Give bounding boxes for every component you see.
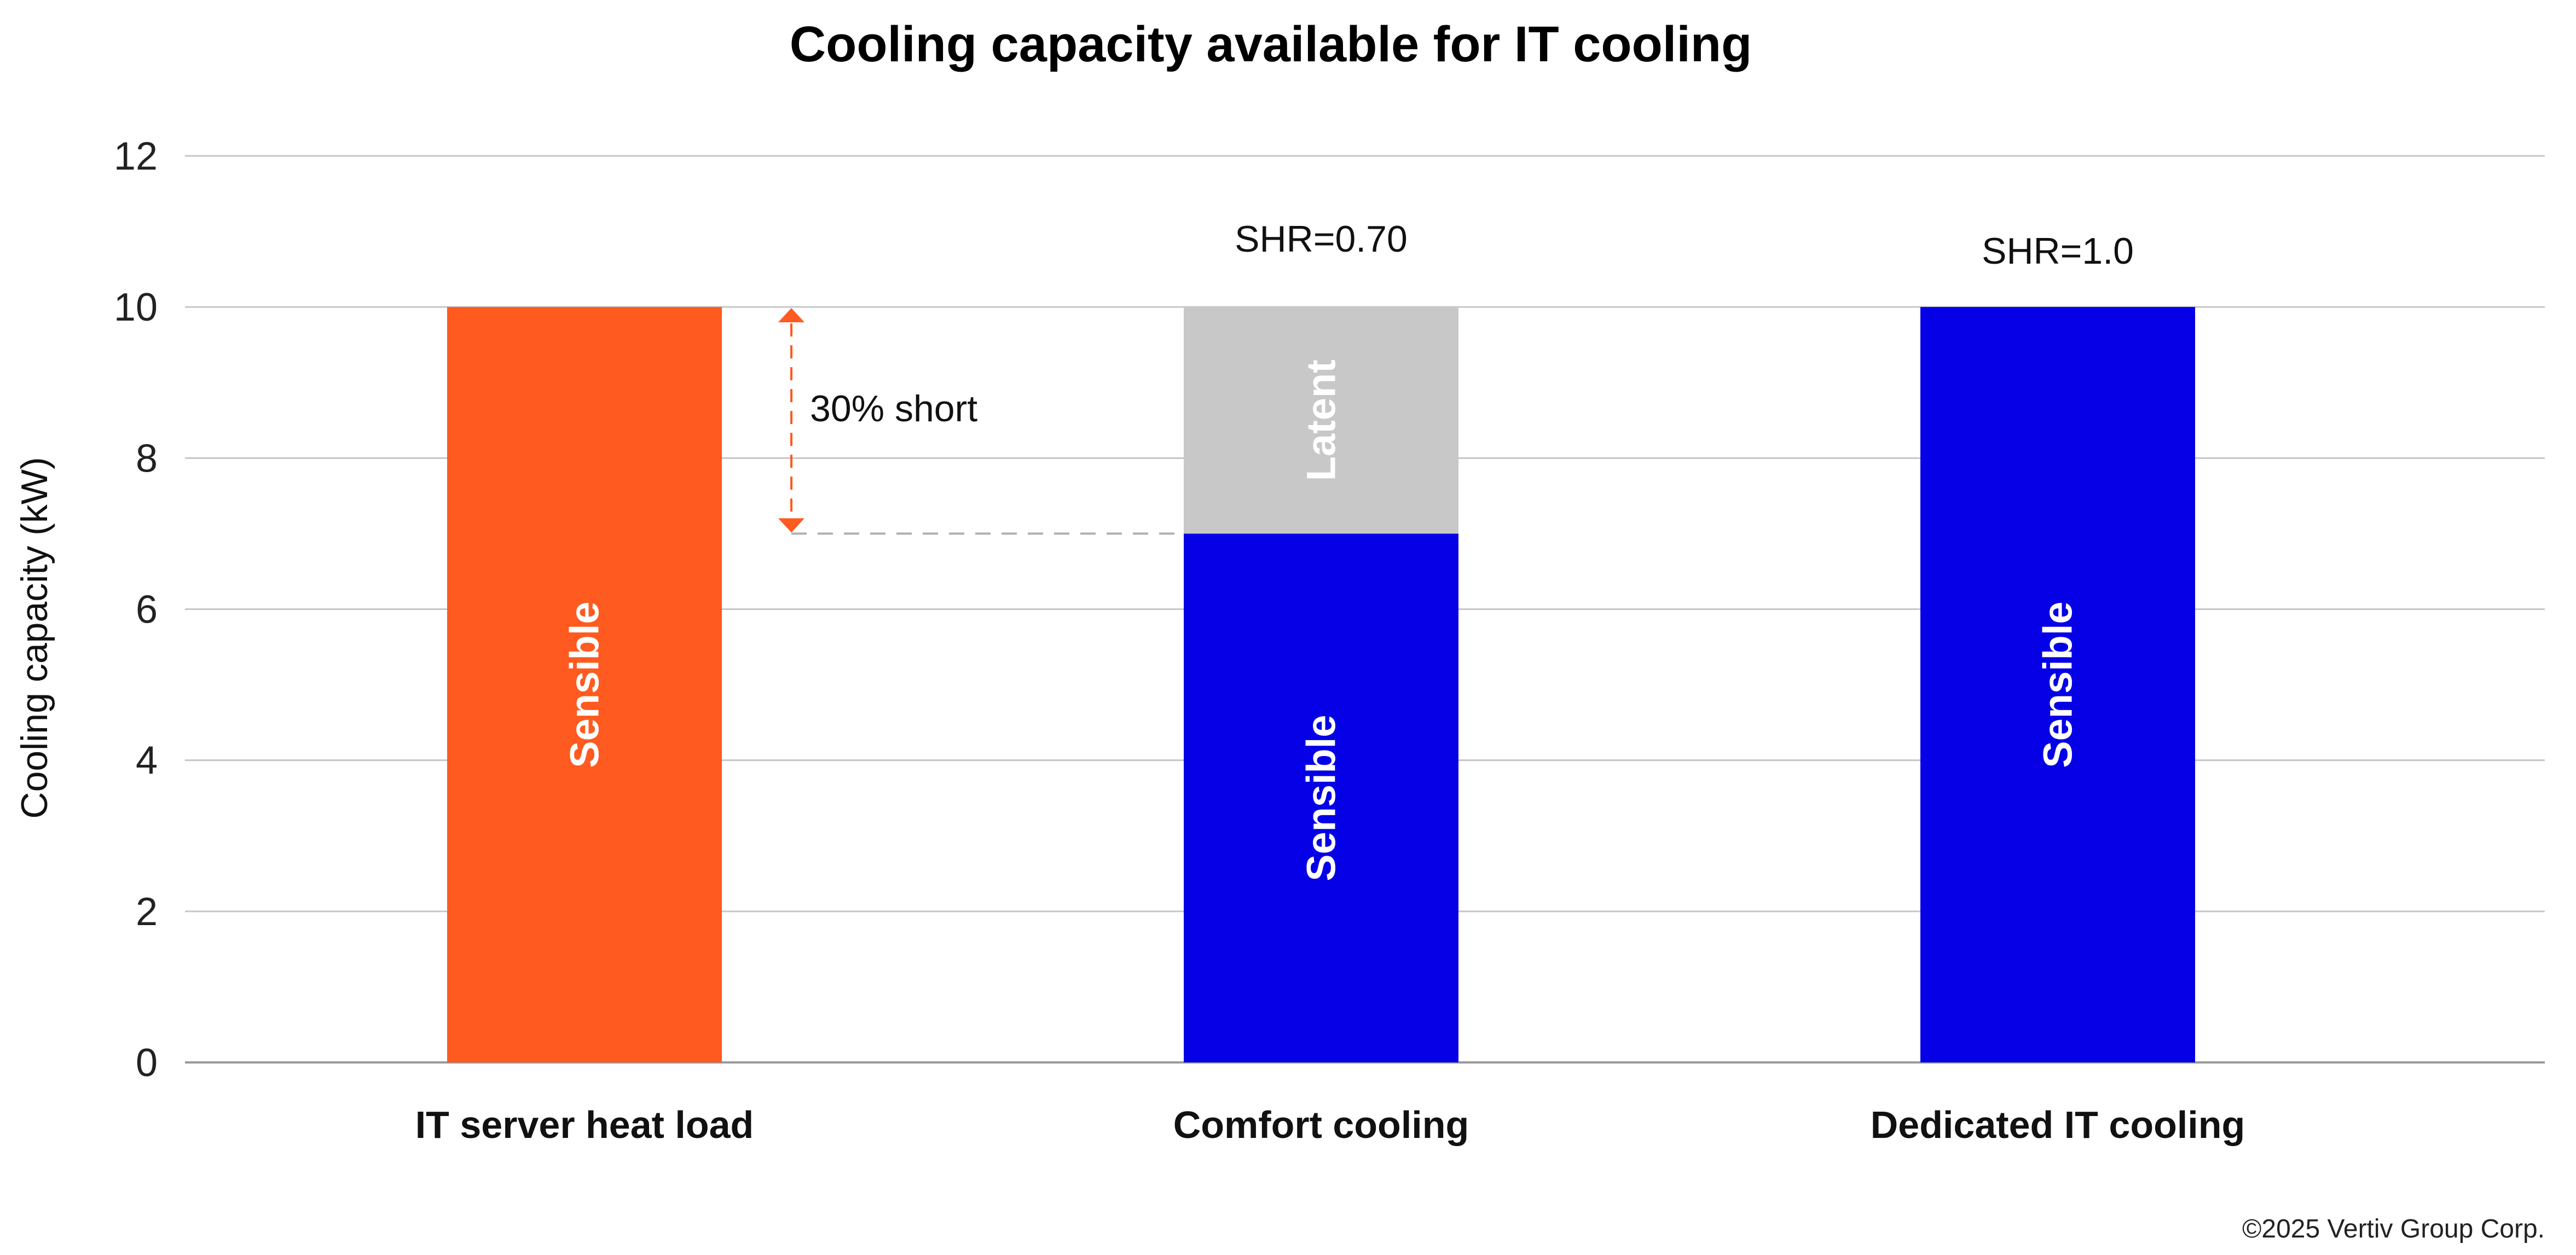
segment-label: Sensible [562,601,607,768]
arrowhead-down-icon [778,518,804,533]
y-tick-label: 12 [114,135,158,178]
y-tick-label: 0 [136,1041,158,1085]
y-tick-label: 6 [136,588,158,632]
category-label: Dedicated IT cooling [1871,1103,2245,1146]
bar-group: Sensible Latent SHR=0.70 [1184,218,1458,1062]
segment-label: Sensible [1299,715,1344,881]
category-label: Comfort cooling [1173,1103,1469,1146]
y-tick-label: 8 [136,437,158,480]
y-tick-label: 4 [136,739,158,783]
category-label: IT server heat load [415,1103,754,1146]
x-axis-categories: IT server heat load Comfort cooling Dedica… [415,1103,2245,1146]
segment-label: Sensible [2035,601,2081,768]
arrowhead-up-icon [778,308,804,323]
bar-segment-sensible [447,307,722,1062]
shr-label: SHR=1.0 [1982,230,2134,272]
y-axis-ticks: 0 2 4 6 8 10 12 [114,135,158,1085]
bar-segment-sensible [1184,533,1458,1062]
shortfall-label: 30% short [810,388,977,429]
bar-group: Sensible [447,307,722,1062]
chart-title: Cooling capacity available for IT coolin… [790,16,1752,72]
shr-label: SHR=0.70 [1235,218,1408,260]
bar-segment-sensible [1920,307,2195,1062]
bar-group: Sensible SHR=1.0 [1920,230,2195,1062]
y-tick-label: 2 [136,890,158,934]
y-axis-label: Cooling capacity (kW) [14,457,55,818]
shortfall-annotation: 30% short [778,308,1184,535]
bars: Sensible Sensible Latent SHR=0.70 Sensible SH… [447,218,2195,1062]
copyright-footer: ©2025 Vertiv Group Corp. [2242,1215,2545,1244]
bar-segment-latent [1184,307,1458,534]
y-tick-label: 10 [114,286,158,329]
segment-label: Latent [1299,359,1344,481]
